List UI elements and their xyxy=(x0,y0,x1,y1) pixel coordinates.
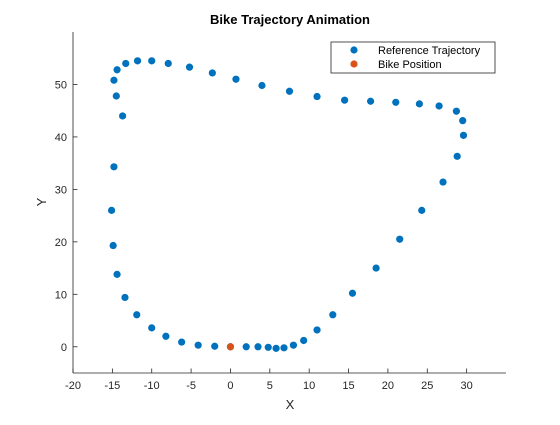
x-tick-label: 30 xyxy=(461,380,473,392)
reference-trajectory-point xyxy=(164,59,172,68)
y-tick-label: 10 xyxy=(55,289,67,301)
reference-trajectory-point xyxy=(113,270,121,278)
legend-label: Bike Position xyxy=(378,59,442,71)
reference-trajectory-point xyxy=(122,59,130,68)
reference-trajectory-point xyxy=(185,63,194,71)
reference-trajectory-point xyxy=(418,206,426,214)
reference-trajectory-point xyxy=(392,98,400,106)
reference-trajectory-point xyxy=(162,332,170,340)
reference-trajectory-point xyxy=(110,76,118,84)
reference-trajectory-point xyxy=(313,92,321,101)
legend-marker xyxy=(350,46,358,54)
reference-trajectory-point xyxy=(258,81,266,90)
reference-trajectory-point xyxy=(435,102,443,110)
reference-trajectory-point xyxy=(242,343,250,351)
legend-box xyxy=(330,41,496,74)
reference-trajectory-point xyxy=(107,206,116,214)
data-points xyxy=(107,57,468,352)
reference-trajectory-point xyxy=(272,344,280,352)
reference-trajectory-point xyxy=(112,92,120,100)
reference-trajectory-point xyxy=(118,112,127,120)
y-tick-label: 20 xyxy=(55,237,67,249)
x-tick-label: 15 xyxy=(342,380,354,392)
reference-trajectory-point xyxy=(109,241,117,250)
bike-position-point xyxy=(226,343,235,351)
x-axis-label: X xyxy=(286,397,295,412)
reference-trajectory-point xyxy=(341,96,349,104)
reference-trajectory-point xyxy=(452,107,461,115)
x-tick-label: 0 xyxy=(227,380,233,392)
y-tick-label: 30 xyxy=(55,184,67,196)
x-tick-label: -5 xyxy=(186,380,196,392)
reference-trajectory-point xyxy=(133,57,142,65)
reference-trajectory-point xyxy=(372,264,380,272)
reference-trajectory-point xyxy=(329,311,337,319)
reference-trajectory-point xyxy=(396,235,404,243)
reference-trajectory-point xyxy=(121,293,129,302)
reference-trajectory-point xyxy=(459,117,467,125)
y-tick-label: 40 xyxy=(55,132,67,144)
reference-trajectory-point xyxy=(194,341,202,349)
y-tick-label: 50 xyxy=(55,79,67,91)
x-tick-label: -15 xyxy=(104,380,120,392)
reference-trajectory-point xyxy=(110,163,118,171)
reference-trajectory-point xyxy=(264,343,272,351)
reference-trajectory-point xyxy=(459,131,468,139)
reference-trajectory-point xyxy=(254,343,262,351)
reference-trajectory-point xyxy=(439,178,447,186)
reference-trajectory-point xyxy=(453,152,461,160)
reference-trajectory-point xyxy=(232,75,240,83)
reference-trajectory-point xyxy=(113,66,121,74)
legend-label: Reference Trajectory xyxy=(378,45,481,57)
x-tick-label: -10 xyxy=(144,380,160,392)
legend-marker xyxy=(350,60,358,68)
reference-trajectory-point xyxy=(300,336,308,345)
legend[interactable]: Reference Trajectory Bike Position xyxy=(330,41,496,74)
y-tick-label: 0 xyxy=(61,342,67,354)
reference-trajectory-point xyxy=(348,289,357,297)
axes: -20 -15 -10 -5 0 5 10 15 20 25 30 0 10 20 30 40 50 xyxy=(55,32,506,392)
reference-trajectory-point xyxy=(208,69,216,77)
reference-trajectory-point xyxy=(415,100,423,108)
reference-trajectory-point xyxy=(178,338,186,346)
reference-trajectory-point xyxy=(133,311,141,319)
x-tick-label: 10 xyxy=(303,380,315,392)
y-axis-label: Y xyxy=(34,197,49,206)
x-tick-label: -20 xyxy=(65,380,81,392)
x-tick-label: 25 xyxy=(421,380,433,392)
reference-trajectory-point xyxy=(280,344,288,352)
x-tick-label: 5 xyxy=(267,380,273,392)
reference-trajectory-point xyxy=(289,341,298,349)
reference-trajectory-point xyxy=(313,326,321,334)
reference-trajectory-point xyxy=(148,57,156,65)
chart-title: Bike Trajectory Animation xyxy=(210,12,370,27)
reference-trajectory-point xyxy=(211,342,219,350)
x-tick-label: 20 xyxy=(382,380,394,392)
reference-trajectory-point xyxy=(366,97,375,105)
reference-trajectory-point xyxy=(148,324,156,332)
reference-trajectory-point xyxy=(285,87,294,95)
